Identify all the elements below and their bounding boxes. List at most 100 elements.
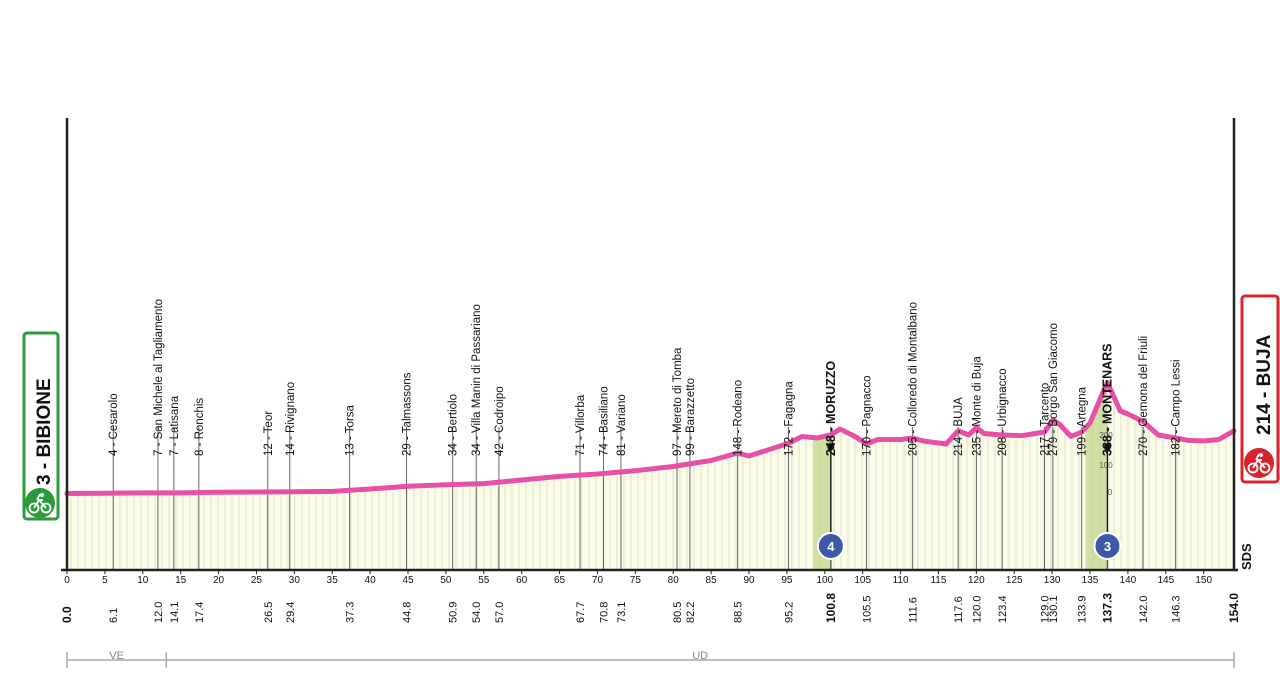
- start-badge: 3 - BIBIONE: [22, 331, 60, 521]
- waypoint-label: 29 - Talmassons: [402, 372, 414, 456]
- waypoint-label: 8 - Ronchis: [194, 398, 206, 456]
- waypoint-label: 34 - Bertiolo: [448, 394, 460, 456]
- distance-label: 146.3: [1171, 595, 1183, 623]
- climb-band: [1086, 383, 1108, 570]
- altitude-tick-label: 100: [1099, 461, 1113, 470]
- km-tick-label: 45: [402, 575, 414, 586]
- axis-layer: [61, 118, 1238, 572]
- km-tick-label: 5: [102, 575, 108, 586]
- waypoint-label: 199 - Artegna: [1077, 386, 1089, 456]
- waypoint-label: 279 - Borgo San Giacomo: [1048, 323, 1060, 456]
- km-tick-label: 120: [968, 575, 985, 586]
- start-label: 3 - BIBIONE: [34, 378, 55, 485]
- km-tick-label: 135: [1082, 575, 1099, 586]
- distance-label: 29.4: [285, 602, 297, 623]
- distance-label: 44.8: [402, 602, 414, 623]
- altitude-tick-mark: 0: [1108, 488, 1113, 497]
- altitude-tick-layer: 100 200 0: [1099, 431, 1113, 497]
- waypoint-label: 14 - Rivignano: [285, 382, 297, 456]
- distance-label: 0.0: [60, 606, 74, 623]
- distance-label: 6.1: [108, 608, 120, 623]
- km-tick-label: 95: [781, 575, 793, 586]
- distance-label: 105.5: [862, 595, 874, 623]
- waypoint-label: 74 - Basiliano: [599, 386, 611, 456]
- distance-label: 133.9: [1077, 595, 1089, 623]
- waypoint-label: 97 - Mereto di Tomba: [672, 347, 684, 456]
- profile-line: [64, 380, 1237, 496]
- km-tick-label: 35: [327, 575, 339, 586]
- waypoint-label: 42 - Codroipo: [494, 386, 506, 456]
- waypoint-label-layer: 4 - Cesarolo 7 - San Michele al Tagliamen…: [108, 299, 1183, 456]
- region-label: VE: [109, 650, 124, 662]
- distance-label: 95.2: [783, 602, 795, 623]
- km-tick-label: 90: [743, 575, 755, 586]
- km-tick-label: 20: [213, 575, 225, 586]
- distance-label: 70.8: [599, 602, 611, 623]
- waypoint-label: 388 - MONTENARS: [1100, 343, 1114, 456]
- distance-label: 142.0: [1138, 595, 1150, 623]
- waypoint-label: 182 - Campo Lessi: [1171, 359, 1183, 456]
- finish-badge: 214 - BUJA: [1240, 294, 1280, 484]
- distance-label: 57.0: [494, 602, 506, 623]
- waypoint-label: 170 - Pagnacco: [862, 375, 874, 456]
- waypoint-label: 172 - Fagagna: [783, 381, 795, 456]
- start-box: [22, 331, 60, 521]
- sponsor-mark: SDS: [1239, 543, 1254, 570]
- waypoint-label: 81 - Variano: [616, 394, 628, 456]
- region-label: UD: [692, 650, 708, 662]
- distance-label: 130.1: [1048, 595, 1060, 623]
- km-tick-label: 75: [630, 575, 642, 586]
- climb-category-badge: [816, 532, 845, 560]
- waypoint-label: 12 - Teor: [263, 411, 275, 456]
- waypoint-label: 235 - Monte di Buja: [971, 356, 983, 456]
- km-tick-label: 110: [893, 575, 909, 586]
- waypoint-label: 270 - Gemona del Friuli: [1138, 336, 1150, 456]
- distance-label: 54.0: [471, 602, 483, 623]
- climb-category-label: 3: [1104, 539, 1111, 554]
- region-bar-layer: VE UD: [66, 650, 1235, 668]
- waypoint-label: 34 - Villa Manin di Passariano: [471, 304, 483, 456]
- distance-label: 26.5: [263, 602, 275, 623]
- cyclist-icon: [25, 488, 55, 518]
- waypoint-label: 4 - Cesarolo: [108, 393, 120, 456]
- distance-label: 73.1: [616, 602, 628, 623]
- distance-label: 37.3: [345, 602, 357, 623]
- distance-label: 67.7: [575, 602, 587, 623]
- km-tick-label: 0: [64, 575, 70, 586]
- distance-label: 117.6: [953, 596, 965, 623]
- distance-label: 120.0: [971, 595, 983, 623]
- altitude-tick-label: 200: [1099, 431, 1113, 440]
- distance-label-layer: 0.0 6.1 12.0 14.1 17.4 26.5 29.4 37.3 44.8 50.9 54…: [60, 593, 1241, 623]
- distance-label: 100.8: [824, 593, 838, 623]
- km-tick-label: 125: [1006, 575, 1023, 586]
- waypoint-label: 217 - Tarcento: [1040, 383, 1052, 456]
- km-tick-label: 145: [1157, 575, 1174, 586]
- profile-fill-layer: [67, 382, 1234, 570]
- distance-label: 12.0: [153, 602, 165, 623]
- km-tick-label: 30: [289, 575, 301, 586]
- km-tick-label: 10: [137, 575, 149, 586]
- waypoint-label: 148 - Rodeano: [733, 380, 745, 456]
- km-tick-label: 140: [1120, 575, 1137, 586]
- km-tick-label: 70: [592, 575, 604, 586]
- waypoint-label: 99 - Barazzetto: [685, 378, 697, 456]
- finish-label: 214 - BUJA: [1254, 334, 1275, 435]
- finish-box: [1240, 294, 1280, 484]
- km-tick-label: 80: [668, 575, 680, 586]
- km-tick-label: 55: [478, 575, 490, 586]
- km-tick-label: 150: [1195, 575, 1212, 586]
- distance-label: 111.6: [908, 597, 920, 623]
- climb-category-badge: [1093, 532, 1122, 560]
- distance-label: 129.0: [1040, 595, 1052, 623]
- distance-label: 137.3: [1100, 593, 1114, 623]
- profile-line-layer: [64, 380, 1237, 496]
- profile-area: [67, 382, 1234, 570]
- km-tick-layer: 0 5 10 15 20 25 30 35 40 45 50 55 60 65 70 75 80 85 90 95 10…: [64, 570, 1212, 586]
- climb-category-label: 4: [827, 539, 835, 554]
- km-tick-label: 115: [930, 575, 946, 586]
- waypoint-label: 7 - Latisana: [169, 395, 181, 456]
- km-tick-label: 25: [251, 575, 263, 586]
- distance-label: 14.1: [169, 602, 181, 623]
